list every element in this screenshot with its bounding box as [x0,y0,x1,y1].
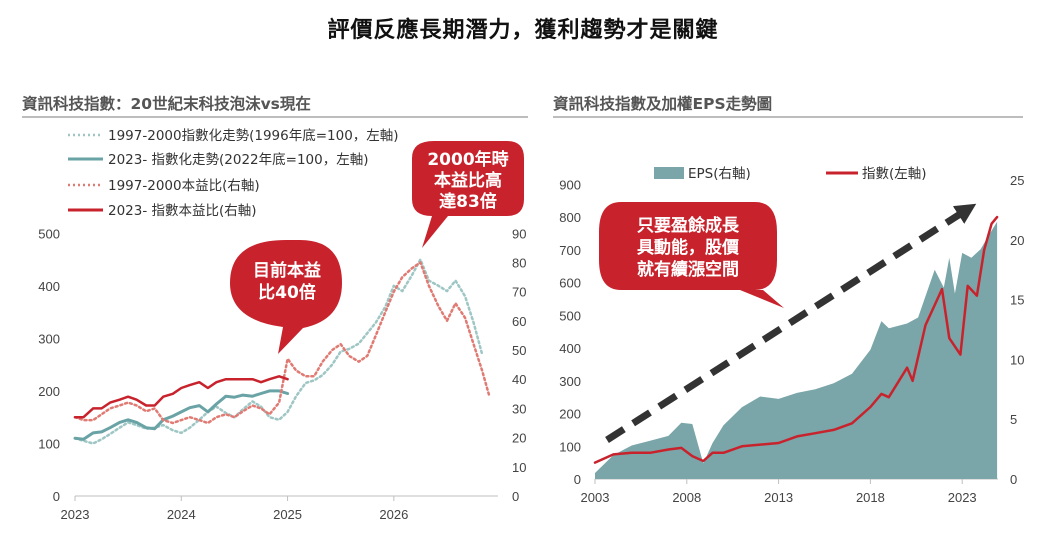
l-right-tick-0: 0 [512,489,519,504]
bubble-eps-line2: 具動能，股價 [636,237,740,258]
l-x-tick-3: 2026 [379,507,408,522]
l-right-tick-3: 30 [512,401,526,416]
l-right-tick-1: 10 [512,460,526,475]
legend-label-index: 指數(左軸) [862,166,927,182]
r-right-tick-2: 10 [1010,352,1024,367]
l-series-line-3 [73,375,289,419]
r-left-tick-8: 800 [559,210,581,225]
l-left-tick-3: 300 [38,331,60,346]
r-series-line-1 [593,215,999,464]
r-left-tick-0: 0 [574,472,581,487]
l-x-tick-2: 2025 [273,507,302,522]
r-left-tick-5: 500 [559,308,581,323]
legend-label-2: 2023- 指數化走勢(2022年底=100，左軸) [108,152,369,168]
legend-swatch-eps [654,167,684,179]
legend-label-1: 1997-2000指數化走勢(1996年底=100，左軸) [108,128,399,144]
l-right-tick-9: 90 [512,226,526,241]
r-left-tick-3: 300 [559,374,581,389]
left-chart-series [73,258,491,445]
r-left-tick-2: 200 [559,407,581,422]
right-legend: EPS(右軸) 指數(左軸) [654,166,927,182]
r-x-tick-2: 2013 [764,490,793,505]
l-right-tick-4: 40 [512,372,526,387]
bubble-2000-line2: 本益比高 [434,170,502,191]
legend-label-3: 1997-2000本益比(右軸) [108,178,260,194]
l-right-tick-8: 80 [512,255,526,270]
r-right-tick-4: 20 [1010,233,1024,248]
bubble-now: 目前本益 比40倍 [230,240,342,354]
r-x-tick-0: 2003 [581,490,610,505]
r-x-tick-1: 2008 [672,490,701,505]
right-chart-title: 資訊科技指數及加權EPS走勢圖 [553,95,773,113]
trend-arrow [605,203,977,443]
l-series-line-1 [73,389,290,441]
r-left-tick-7: 700 [559,243,581,258]
r-right-tick-1: 5 [1010,412,1017,427]
legend-label-eps: EPS(右軸) [688,166,751,182]
l-left-tick-5: 500 [38,226,60,241]
l-left-tick-4: 400 [38,279,60,294]
r-left-tick-4: 400 [559,341,581,356]
l-right-tick-7: 70 [512,285,526,300]
l-right-tick-6: 60 [512,314,526,329]
r-left-tick-1: 100 [559,439,581,454]
left-chart-title: 資訊科技指數：20世紀末科技泡沫vs現在 [22,95,311,113]
right-title-rule [553,116,1023,118]
left-chart-right-ticks: 0 10 20 30 40 50 60 70 80 90 [512,226,526,504]
bubble-2000: 2000年時 本益比高 達83倍 [412,141,524,248]
bubble-now-line2: 比40倍 [258,282,316,303]
bubble-2000-shape [412,141,524,248]
left-chart-x-ticks: 2023 2024 2025 2026 [61,496,408,522]
legend-label-4: 2023- 指數本益比(右軸) [108,203,257,219]
left-chart-left-ticks: 0 100 200 300 400 500 [38,226,60,504]
l-x-tick-0: 2023 [61,507,90,522]
r-left-tick-6: 600 [559,276,581,291]
right-chart-series [593,215,999,480]
l-left-tick-1: 100 [38,436,60,451]
left-title-rule [22,116,528,118]
l-left-tick-0: 0 [53,489,60,504]
bubble-eps-line3: 就有續漲空間 [637,259,739,280]
left-legend: 1997-2000指數化走勢(1996年底=100，左軸) 2023- 指數化走… [68,128,399,219]
l-x-tick-1: 2024 [167,507,196,522]
left-chart: 0 100 200 300 400 500 0 10 20 30 40 50 60 70 80 90 202… [38,128,526,522]
r-series-area-eps [595,221,998,480]
l-right-tick-2: 20 [512,431,526,446]
bubble-2000-line3: 達83倍 [439,191,497,212]
main-title: 評價反應長期潛力，獲利趨勢才是關鍵 [327,18,719,43]
l-series-line-2 [73,261,491,425]
bubble-eps-line1: 只要盈餘成長 [637,215,740,236]
bubble-eps-shape [599,202,784,308]
bubble-eps: 只要盈餘成長 具動能，股價 就有續漲空間 [599,202,784,308]
right-chart-right-ticks: 0 5 10 15 20 25 [1010,173,1024,487]
bubble-2000-line1: 2000年時 [427,149,508,170]
r-x-tick-3: 2018 [856,490,885,505]
l-left-tick-2: 200 [38,384,60,399]
right-chart-x-ticks: 2003 2008 2013 2018 2023 [581,479,977,505]
right-chart-left-ticks: 0 100 200 300 400 500 600 700 800 900 [559,177,581,487]
r-right-tick-3: 15 [1010,293,1024,308]
r-x-tick-4: 2023 [948,490,977,505]
r-left-tick-9: 900 [559,177,581,192]
bubble-now-shape [230,240,342,354]
bubble-now-line1: 目前本益 [253,260,321,281]
r-right-tick-0: 0 [1010,472,1017,487]
r-right-tick-5: 25 [1010,173,1024,188]
l-right-tick-5: 50 [512,343,526,358]
